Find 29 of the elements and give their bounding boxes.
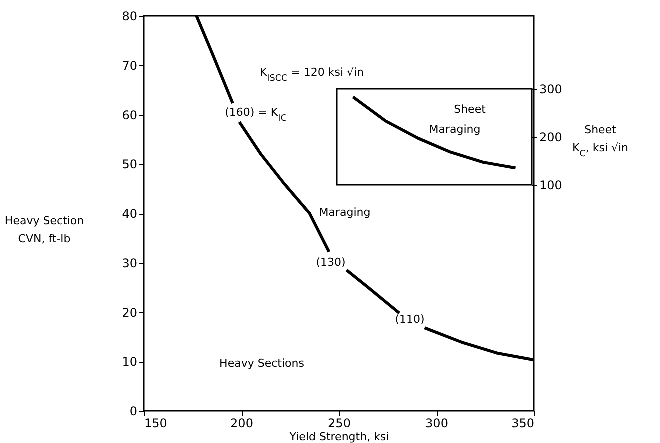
y-tick-label: 0 bbox=[130, 404, 138, 418]
annotation: Heavy Sections bbox=[220, 357, 305, 370]
x-tick-label: 200 bbox=[230, 416, 254, 430]
line-series bbox=[352, 96, 518, 170]
y-tick-label: 300 bbox=[540, 82, 562, 96]
annotation: (130) bbox=[316, 256, 346, 269]
x-tick-label: 350 bbox=[512, 416, 534, 430]
y-tick-label: 10 bbox=[122, 355, 138, 370]
y-tick-label: 80 bbox=[122, 10, 138, 24]
y-tick-label: 60 bbox=[122, 108, 138, 122]
annotation: Maraging bbox=[429, 123, 481, 136]
x-tick-label: 150 bbox=[144, 416, 168, 430]
x-axis-title: Yield Strength, ksi bbox=[288, 430, 390, 443]
y-tick-label: 200 bbox=[540, 130, 562, 144]
annotation: Maraging bbox=[319, 206, 371, 219]
y-axis-title: Sheet K$_{C}$, ksi √in bbox=[572, 124, 629, 160]
y-axis-title: Heavy Section CVN, ft-lb bbox=[4, 214, 84, 246]
annotation: (160) = K$_{IC}$ bbox=[225, 106, 287, 124]
y-tick-label: 100 bbox=[540, 178, 562, 192]
annotation: Sheet bbox=[454, 103, 487, 116]
x-tick-label: 250 bbox=[328, 416, 351, 430]
annotation: (110) bbox=[395, 313, 425, 326]
y-tick-label: 40 bbox=[122, 207, 138, 221]
y-tick-label: 30 bbox=[122, 256, 138, 270]
y-tick-label: 70 bbox=[122, 58, 138, 73]
y-tick-label: 20 bbox=[122, 306, 138, 320]
annotation: K$_{ISCC}$ = 120 ksi √in bbox=[260, 66, 364, 84]
x-tick-label: 300 bbox=[426, 416, 448, 430]
y-tick-label: 50 bbox=[122, 158, 138, 172]
